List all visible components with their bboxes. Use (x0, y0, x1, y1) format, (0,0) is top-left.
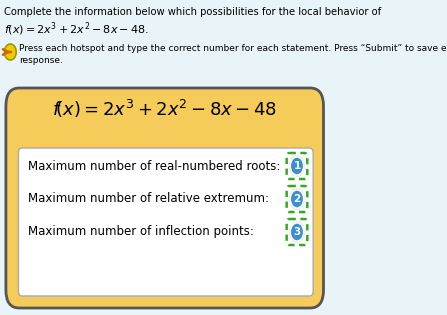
Text: 2: 2 (293, 194, 300, 204)
FancyBboxPatch shape (18, 148, 313, 296)
Text: Maximum number of real-numbered roots:: Maximum number of real-numbered roots: (28, 159, 280, 173)
FancyBboxPatch shape (6, 88, 324, 308)
Circle shape (4, 44, 16, 60)
Text: Maximum number of relative extremum:: Maximum number of relative extremum: (28, 192, 269, 205)
Circle shape (291, 223, 304, 241)
Text: 1: 1 (293, 161, 300, 171)
Circle shape (291, 190, 304, 208)
Text: Press each hotspot and type the correct number for each statement. Press “Submit: Press each hotspot and type the correct … (19, 44, 447, 65)
Circle shape (289, 155, 305, 177)
Circle shape (291, 157, 304, 175)
Circle shape (289, 188, 305, 210)
Text: Maximum number of inflection points:: Maximum number of inflection points: (28, 226, 254, 238)
Circle shape (289, 221, 305, 243)
Text: $f(x)=2x^3+2x^2-8x-48.$: $f(x)=2x^3+2x^2-8x-48.$ (4, 20, 149, 37)
Text: $f\!\left(x\right)=2x^{3}+2x^{2}-8x-48$: $f\!\left(x\right)=2x^{3}+2x^{2}-8x-48$ (52, 98, 277, 120)
Text: 3: 3 (293, 227, 300, 237)
Text: Complete the information below which possibilities for the local behavior of: Complete the information below which pos… (4, 7, 382, 17)
